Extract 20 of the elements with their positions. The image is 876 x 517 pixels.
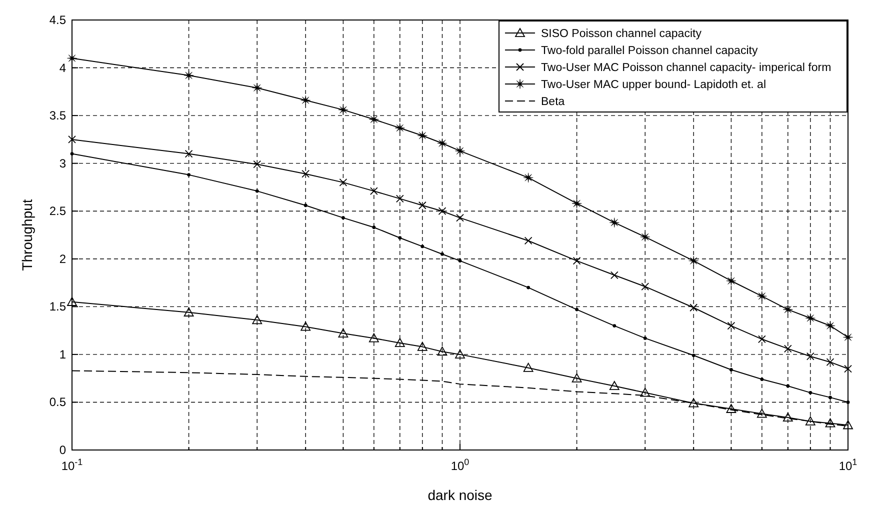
legend-label: Two-User MAC upper bound- Lapidoth et. al [541, 79, 766, 91]
x-tick-label: 10$^{1}$ [838, 457, 858, 473]
y-tick-label: 3.5 [49, 108, 66, 123]
legend-label: Beta [541, 96, 566, 108]
y-tick-label: 1 [59, 347, 66, 362]
y-tick-label: 0 [59, 443, 66, 457]
legend-label: SISO Poisson channel capacity [541, 28, 702, 40]
y-tick-label: 4 [59, 60, 66, 75]
x-tick-label: 10$^{0}$ [450, 457, 470, 473]
x-axis-title: dark noise [428, 487, 493, 503]
legend-label: Two-fold parallel Poisson channel capacity [541, 45, 758, 57]
y-tick-label: 0.5 [49, 395, 66, 410]
y-tick-label: 4.5 [49, 13, 66, 27]
x-tick-label: 10$^{-1}$ [61, 457, 83, 473]
y-tick-label: 2.5 [49, 204, 66, 218]
y-tick-label: 1.5 [49, 300, 66, 314]
y-tick-label: 2 [59, 252, 66, 266]
legend-label: Two-User MAC Poisson channel capacity- imperical form [541, 62, 832, 74]
y-axis-title: Throughput [19, 199, 35, 271]
y-tick-label: 3 [59, 156, 66, 170]
